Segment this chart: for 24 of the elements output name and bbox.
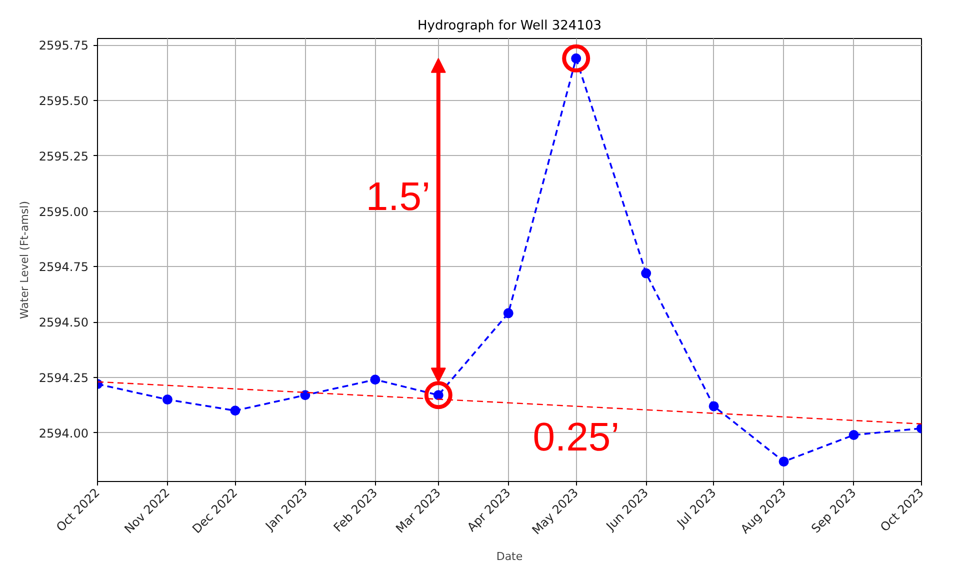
point xyxy=(300,390,310,400)
point xyxy=(641,268,652,278)
y-tick-label: 2594.25 xyxy=(38,370,88,385)
y-tick-label: 2594.00 xyxy=(38,426,88,440)
y-tick-label: 2594.50 xyxy=(38,316,88,330)
point xyxy=(162,394,172,405)
x-axis-title: Date xyxy=(496,550,523,564)
point xyxy=(424,381,452,410)
point xyxy=(230,406,240,416)
y-tick-label: 2595.75 xyxy=(38,38,88,53)
point xyxy=(503,308,514,318)
point xyxy=(562,44,590,72)
annotation: 1.5’ xyxy=(366,174,430,219)
y-tick-label: 2594.75 xyxy=(38,260,88,274)
annotation: 0.25’ xyxy=(532,416,620,460)
point xyxy=(778,456,789,467)
y-axis-title: Water Level (Ft-amsl) xyxy=(18,201,31,319)
y-tick-label: 2595.25 xyxy=(38,149,88,164)
chart-title: Hydrograph for Well 324103 xyxy=(418,18,602,34)
y-tick-label: 2595.00 xyxy=(38,204,88,219)
y-tick-label: 2595.50 xyxy=(38,94,88,108)
point xyxy=(848,430,859,440)
point xyxy=(370,374,380,385)
point xyxy=(708,401,719,412)
